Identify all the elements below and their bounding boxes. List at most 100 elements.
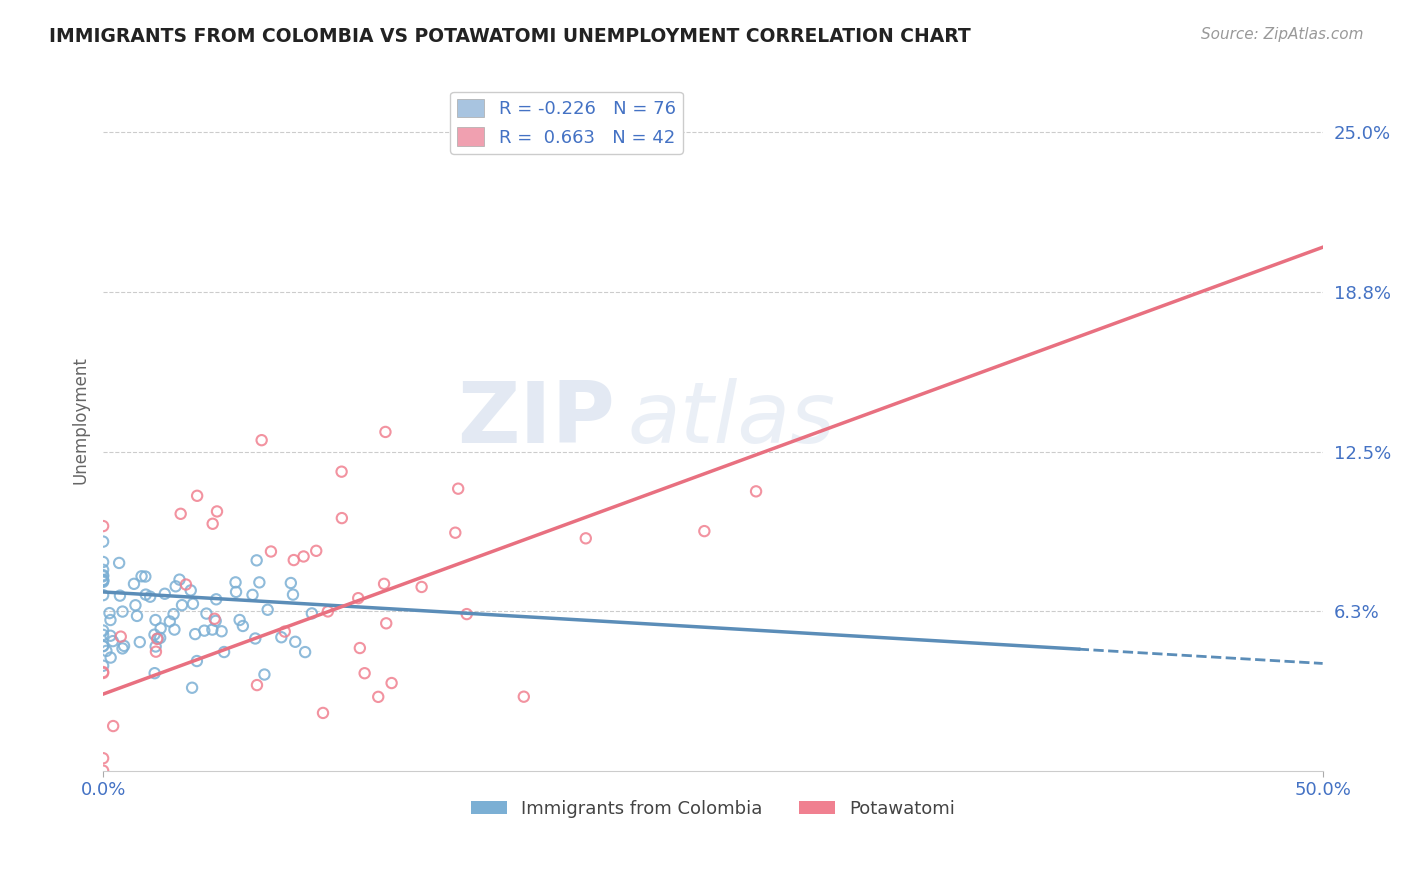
Point	[170, 507, 193, 521]
Point	[375, 616, 398, 631]
Point	[411, 580, 433, 594]
Point	[193, 624, 215, 638]
Point	[283, 553, 305, 567]
Point	[91, 628, 114, 642]
Point	[139, 590, 162, 604]
Text: atlas: atlas	[627, 378, 835, 461]
Point	[312, 706, 335, 720]
Point	[91, 569, 114, 583]
Point	[100, 650, 122, 665]
Point	[353, 666, 375, 681]
Point	[349, 640, 371, 655]
Point	[96, 644, 118, 658]
Point	[101, 719, 124, 733]
Point	[253, 667, 276, 681]
Point	[91, 519, 114, 533]
Point	[91, 639, 114, 653]
Point	[159, 615, 181, 629]
Point	[444, 525, 467, 540]
Point	[91, 534, 114, 549]
Point	[246, 553, 269, 567]
Point	[91, 568, 114, 582]
Point	[456, 607, 478, 621]
Point	[110, 630, 132, 644]
Point	[250, 433, 273, 447]
Point	[256, 603, 278, 617]
Point	[101, 634, 124, 648]
Point	[143, 666, 166, 681]
Point	[186, 489, 208, 503]
Point	[292, 549, 315, 564]
Point	[91, 658, 114, 673]
Point	[91, 639, 114, 653]
Point	[205, 504, 228, 518]
Point	[111, 605, 134, 619]
Point	[693, 524, 716, 538]
Point	[204, 612, 226, 626]
Point	[270, 630, 292, 644]
Point	[284, 634, 307, 648]
Point	[122, 577, 145, 591]
Point	[195, 607, 218, 621]
Point	[211, 624, 233, 639]
Point	[745, 484, 768, 499]
Text: ZIP: ZIP	[457, 378, 616, 461]
Point	[91, 573, 114, 587]
Point	[98, 606, 121, 620]
Point	[124, 599, 146, 613]
Point	[247, 575, 270, 590]
Point	[280, 576, 302, 591]
Point	[201, 623, 224, 637]
Point	[513, 690, 536, 704]
Point	[91, 764, 114, 778]
Point	[149, 621, 172, 635]
Point	[145, 645, 167, 659]
Point	[260, 544, 283, 558]
Point	[374, 425, 396, 439]
Text: Source: ZipAtlas.com: Source: ZipAtlas.com	[1201, 27, 1364, 42]
Point	[128, 635, 150, 649]
Point	[184, 627, 207, 641]
Point	[316, 604, 339, 618]
Point	[330, 465, 353, 479]
Text: IMMIGRANTS FROM COLOMBIA VS POTAWATOMI UNEMPLOYMENT CORRELATION CHART: IMMIGRANTS FROM COLOMBIA VS POTAWATOMI U…	[49, 27, 972, 45]
Point	[112, 639, 135, 653]
Point	[91, 624, 114, 638]
Point	[242, 588, 264, 602]
Point	[186, 654, 208, 668]
Point	[381, 676, 404, 690]
Point	[212, 645, 235, 659]
Point	[146, 632, 169, 646]
Point	[232, 619, 254, 633]
Point	[330, 511, 353, 525]
Point	[575, 532, 598, 546]
Point	[181, 597, 204, 611]
Point	[373, 577, 395, 591]
Point	[181, 681, 204, 695]
Point	[145, 640, 167, 654]
Point	[111, 641, 134, 656]
Point	[91, 574, 114, 588]
Point	[162, 607, 184, 621]
Point	[143, 627, 166, 641]
Point	[274, 624, 297, 639]
Point	[108, 589, 131, 603]
Point	[347, 591, 370, 606]
Point	[169, 573, 191, 587]
Point	[204, 614, 226, 628]
Point	[153, 587, 176, 601]
Point	[91, 574, 114, 588]
Point	[205, 592, 228, 607]
Point	[135, 588, 157, 602]
Point	[367, 690, 389, 704]
Point	[225, 575, 247, 590]
Point	[447, 482, 470, 496]
Point	[163, 623, 186, 637]
Point	[100, 629, 122, 643]
Point	[225, 585, 247, 599]
Point	[174, 577, 197, 591]
Point	[165, 579, 187, 593]
Point	[281, 588, 304, 602]
Point	[91, 588, 114, 602]
Point	[305, 544, 328, 558]
